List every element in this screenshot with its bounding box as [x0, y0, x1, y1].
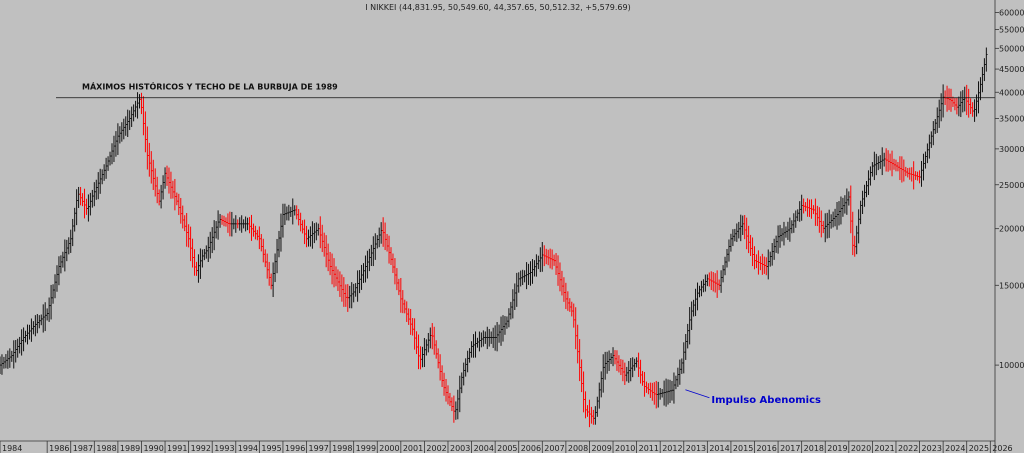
x-tick-label: 1993: [214, 444, 234, 453]
x-tick-label: 2002: [426, 444, 446, 453]
x-tick-label: 1997: [309, 444, 329, 453]
x-tick-label: 1995: [261, 444, 281, 453]
x-tick-label: 1999: [356, 444, 376, 453]
price-bar: [985, 47, 988, 72]
x-tick-label: 2019: [827, 444, 847, 453]
x-tick-label: 2008: [568, 444, 588, 453]
x-tick-label: 2011: [639, 444, 659, 453]
y-tick-label: 50000: [999, 44, 1024, 53]
y-tick-label: 60000: [999, 8, 1024, 17]
y-tick-label: 30000: [999, 145, 1024, 154]
x-tick-label: 2006: [521, 444, 541, 453]
x-tick-label: 2010: [615, 444, 635, 453]
x-tick-label: 1986: [49, 444, 69, 453]
x-tick-label: 1992: [191, 444, 211, 453]
x-tick-label: 2021: [874, 444, 894, 453]
y-tick-label: 40000: [999, 88, 1024, 97]
x-axis: 1984 1986 1987 1988 1989 1990 1991 1992 1993 1994…: [0, 441, 1013, 453]
chart-title: I NIKKEI (44,831.95, 50,549.60, 44,357.6…: [365, 3, 630, 12]
y-axis: 60000 55000 50000 45000 40000 35000 30000 25000…: [995, 8, 1024, 370]
x-tick-label: 2015: [733, 444, 753, 453]
x-tick-label: 1988: [96, 444, 116, 453]
x-tick-label: 2014: [709, 444, 729, 453]
x-tick-label: 1991: [167, 444, 187, 453]
x-tick-label: 2022: [898, 444, 918, 453]
historic-high-label: MÁXIMOS HISTÓRICOS Y TECHO DE LA BURBUJA…: [82, 81, 338, 92]
x-tick-label: 2009: [591, 444, 611, 453]
x-tick-label: 2018: [804, 444, 824, 453]
x-tick-label: 2017: [780, 444, 800, 453]
x-tick-label: 2012: [662, 444, 682, 453]
y-tick-label: 45000: [999, 65, 1024, 74]
x-tick-label: 1984: [2, 444, 22, 453]
x-tick-label: 2013: [686, 444, 706, 453]
x-tick-label: 2004: [474, 444, 494, 453]
x-tick-label: 1996: [285, 444, 305, 453]
x-tick-label: 1987: [73, 444, 93, 453]
x-tick-label: 2026: [992, 444, 1012, 453]
y-tick-label: 55000: [999, 26, 1024, 35]
x-tick-label: 2001: [403, 444, 423, 453]
x-tick-label: 2000: [379, 444, 399, 453]
price-bars: [0, 47, 988, 428]
x-tick-label: 2003: [450, 444, 470, 453]
x-tick-label: 1990: [143, 444, 163, 453]
y-tick-label: 20000: [999, 225, 1024, 234]
x-tick-label: 2016: [757, 444, 777, 453]
y-tick-label: 25000: [999, 181, 1024, 190]
x-tick-label: 1998: [332, 444, 352, 453]
y-tick-label: 15000: [999, 281, 1024, 290]
x-tick-label: 2025: [969, 444, 989, 453]
x-tick-label: 2020: [851, 444, 871, 453]
x-tick-label: 1989: [120, 444, 140, 453]
abenomics-pointer: [685, 389, 710, 399]
y-tick-label: 10000: [999, 361, 1024, 370]
x-tick-label: 2005: [497, 444, 517, 453]
y-tick-label: 35000: [999, 115, 1024, 124]
x-tick-label: 2007: [544, 444, 564, 453]
x-tick-label: 2024: [945, 444, 965, 453]
x-tick-label: 2023: [922, 444, 942, 453]
x-tick-label: 1994: [238, 444, 258, 453]
abenomics-label: Impulso Abenomics: [711, 395, 821, 406]
